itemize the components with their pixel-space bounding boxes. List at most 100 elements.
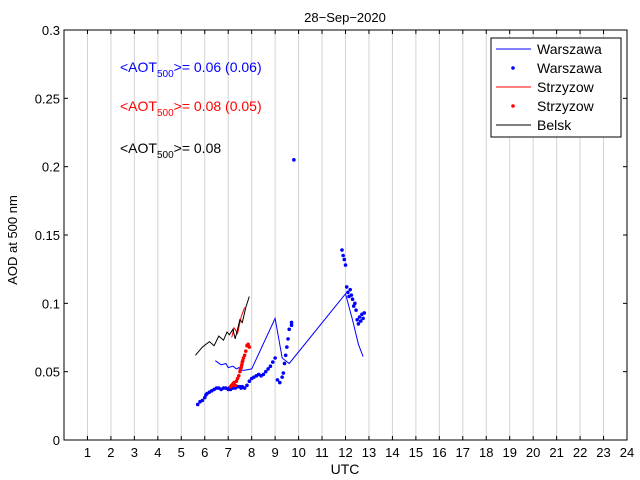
series-warszawa-dots-point (361, 316, 365, 321)
aot-annotations: <AOT500>= 0.06 (0.06) <AOT500>= 0.08 (0.0… (120, 59, 262, 161)
x-tick-label: 10 (291, 445, 305, 460)
x-tick-label: 6 (201, 445, 208, 460)
series-warszawa-dots-point (344, 285, 349, 289)
series-strzyzow-dots-point (241, 356, 246, 360)
series-warszawa-dots-point (349, 293, 354, 297)
series-warszawa-dots-point (289, 323, 294, 328)
series-strzyzow-dots-point (246, 342, 250, 347)
series-warszawa-dots-point (286, 337, 290, 341)
chart-title: 28−Sep−2020 (304, 10, 386, 25)
series-strzyzow-dots-point (239, 365, 243, 370)
series-warszawa-dots-point (282, 361, 287, 366)
series-warszawa-dots-point (340, 248, 344, 252)
series-warszawa-dots-point (200, 398, 205, 403)
series-warszawa-dots-point (287, 327, 292, 332)
y-tick-label: 0.1 (42, 296, 60, 311)
series-warszawa-dots-point (278, 380, 282, 385)
series-strzyzow-dots-point (242, 353, 247, 358)
series-strzyzow-dots-point (238, 369, 242, 374)
series-warszawa-dots-point (273, 356, 277, 360)
y-tick-label: 0.15 (35, 228, 60, 243)
series-warszawa-dots-point (202, 395, 207, 400)
series-strzyzow-dots-point (240, 363, 244, 367)
y-tick-label: 0 (53, 433, 60, 448)
x-tick-label: 24 (620, 445, 634, 460)
series-warszawa-dots-point (195, 402, 200, 407)
series-warszawa-dots-point (275, 378, 280, 382)
series-belsk-line-line (195, 296, 250, 356)
legend-label-warszawa-dots: Warszawa (537, 60, 602, 76)
series-strzyzow-dots-point (247, 345, 252, 349)
series-warszawa-line-line (215, 292, 364, 371)
series-strzyzow-dots-point (234, 379, 239, 384)
x-tick-label: 8 (248, 445, 255, 460)
y-tick-label: 0.25 (35, 91, 60, 106)
series-strzyzow-dots-point (235, 376, 240, 381)
aot-annotation-3: <AOT500>= 0.08 (120, 140, 221, 161)
series-warszawa-dots-point (268, 364, 273, 369)
x-tick-label: 11 (315, 445, 329, 460)
x-tick-label: 21 (549, 445, 563, 460)
series-warszawa-dots-point (292, 158, 296, 162)
x-tick-label: 22 (573, 445, 587, 460)
legend-label-strzyzow-dots: Strzyzow (537, 98, 595, 114)
legend-label-belsk-line: Belsk (537, 117, 572, 133)
x-tick-label: 16 (432, 445, 446, 460)
series-warszawa-dots-point (242, 386, 247, 390)
y-axis-label: AOD at 500 nm (5, 195, 20, 285)
series-warszawa-dots-point (353, 301, 357, 306)
aot-annotation-1: <AOT500>= 0.06 (0.06) (120, 59, 262, 80)
series-strzyzow-dots-point (236, 373, 241, 378)
series-warszawa-dots-point (247, 379, 252, 384)
legend-swatch-warszawa-dots (511, 66, 515, 70)
y-tick-label: 0.3 (42, 23, 60, 38)
series-warszawa-dots-point (346, 290, 350, 295)
series-warszawa-dots-point (343, 263, 348, 267)
series-warszawa-dots-point (261, 372, 266, 377)
series-warszawa-dots-point (280, 375, 284, 379)
x-tick-label: 14 (385, 445, 399, 460)
x-tick-label: 1 (84, 445, 91, 460)
x-tick-label: 13 (362, 445, 376, 460)
series-warszawa-dots-point (342, 257, 347, 262)
x-tick-label: 23 (596, 445, 610, 460)
x-tick-label: 15 (409, 445, 423, 460)
series-warszawa-dots-point (285, 345, 289, 349)
x-tick-label: 3 (131, 445, 138, 460)
x-tick-label: 7 (225, 445, 232, 460)
series-warszawa-dots-point (348, 287, 352, 292)
legend-label-warszawa-line: Warszawa (537, 41, 602, 57)
x-tick-label: 17 (456, 445, 470, 460)
series-warszawa-dots-point (355, 317, 360, 322)
series-warszawa-dots-point (289, 320, 294, 325)
x-tick-label: 4 (154, 445, 161, 460)
x-tick-label: 18 (479, 445, 493, 460)
series-warszawa-dots-point (357, 315, 362, 319)
series-warszawa-dots-point (281, 371, 286, 375)
y-tick-label: 0.2 (42, 160, 60, 175)
legend-swatch-strzyzow-dots (511, 104, 515, 108)
series-warszawa-dots-point (356, 322, 361, 326)
series-warszawa-dots-point (266, 367, 270, 371)
series-warszawa-dots-point (354, 308, 358, 312)
plot-area: 1 2 3 4 5 6 7 8 9 10 11 12 13 14 15 16 17 18 19 20 21 22 23 240… (35, 23, 635, 460)
series-warszawa-dots-point (245, 383, 249, 388)
series-warszawa-dots-point (270, 360, 275, 364)
legend-label-strzyzow-line: Strzyzow (537, 79, 595, 95)
series-warszawa-dots-point (362, 311, 367, 315)
x-tick-label: 9 (272, 445, 279, 460)
aot-annotation-2: <AOT500>= 0.08 (0.05) (120, 98, 262, 119)
x-tick-label: 20 (526, 445, 540, 460)
series-warszawa-dots-point (341, 253, 345, 258)
series-strzyzow-dots-point (240, 358, 245, 363)
series-warszawa-dots-point (283, 353, 288, 358)
x-tick-label: 12 (338, 445, 352, 460)
x-tick-label: 5 (178, 445, 185, 460)
series-strzyzow-dots-point (244, 349, 248, 353)
series-warszawa-dots-point (351, 304, 356, 308)
x-axis-label: UTC (331, 461, 360, 477)
y-tick-label: 0.05 (35, 365, 60, 380)
x-tick-label: 19 (502, 445, 516, 460)
legend: Warszawa Warszawa Strzyzow Strzyzow Belsk (490, 37, 622, 138)
